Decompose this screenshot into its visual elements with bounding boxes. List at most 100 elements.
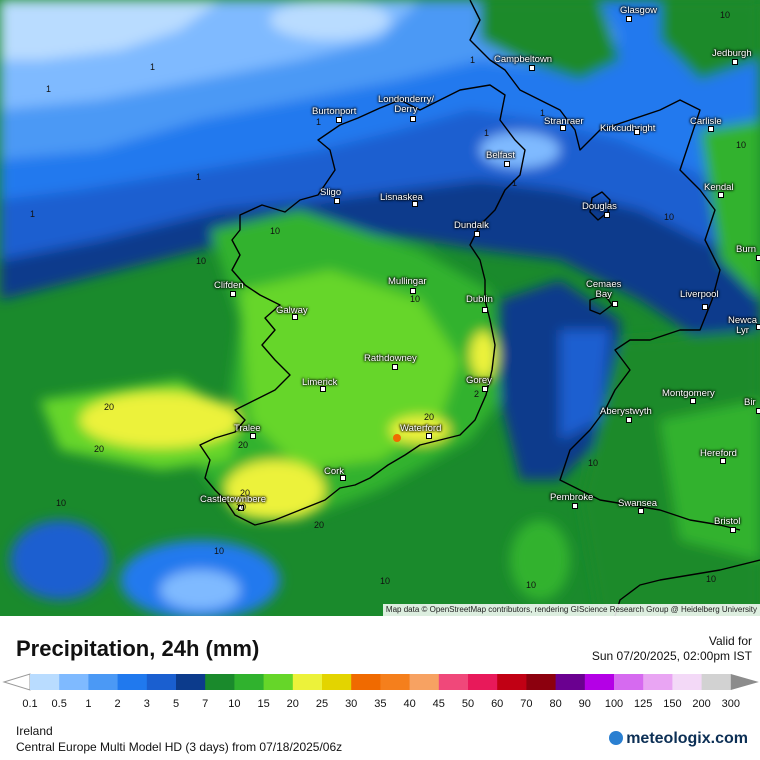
color-scale-bar [2, 673, 759, 691]
contour-value-label: 1 [470, 55, 476, 65]
brand-name: meteologix.com [626, 730, 748, 747]
contour-value-label: 20 [236, 502, 247, 512]
contour-value-label: 1 [30, 209, 36, 219]
contour-value-label: 10 [410, 294, 421, 304]
scale-tick-label: 2 [114, 698, 121, 710]
city-label: Douglas [582, 201, 617, 212]
city-label: Galway [276, 305, 308, 316]
city-marker [638, 508, 644, 514]
contour-value-label: 1 [512, 178, 518, 188]
city-label: Bristol [714, 516, 741, 527]
scale-swatch [263, 674, 294, 690]
scale-swatch [438, 674, 469, 690]
contour-value-label: 20 [238, 440, 249, 450]
scale-swatch [614, 674, 644, 690]
valid-label: Valid for [708, 634, 752, 648]
legend-panel: Precipitation, 24h (mm) Valid for Sun 07… [0, 616, 760, 760]
contour-value-label: 10 [706, 574, 717, 584]
city-label: Limerick [302, 377, 338, 388]
scale-tick-label: 100 [604, 698, 624, 710]
city-marker [504, 161, 510, 167]
contour-value-label: 10 [196, 256, 207, 266]
color-scale-ticks: 0.1 0.5 1 2 3 5 7 10 15 20 25 30 35 40 45 50 60 70 80 90 100… [0, 698, 760, 712]
scale-swatch [380, 674, 411, 690]
contour-value-label: 20 [424, 412, 435, 422]
city-marker [612, 301, 618, 307]
scale-swatch [146, 674, 177, 690]
contour-value-label: 1 [540, 108, 546, 118]
valid-time: Sun 07/20/2025, 02:00pm IST [591, 649, 752, 663]
brand-logo[interactable]: meteologix.com [609, 730, 748, 748]
scale-tick-label: 0.5 [51, 698, 67, 710]
contour-value-label: 2 [474, 389, 480, 399]
city-marker [690, 398, 696, 404]
scale-swatch [584, 674, 615, 690]
scale-tick-label: 40 [403, 698, 416, 710]
precipitation-map[interactable]: Glasgow Campbeltown Jedburgh Burtonport Lond… [0, 0, 760, 616]
city-label: Dublin [466, 294, 493, 305]
city-marker [412, 201, 418, 207]
contour-value-label: 1 [316, 117, 322, 127]
city-marker [756, 255, 760, 261]
city-label: Cemaes Bay [586, 279, 622, 300]
city-label: Pembroke [550, 492, 594, 503]
city-label: Swansea [618, 498, 658, 509]
contour-value-label: 1 [484, 128, 490, 138]
contour-value-label: 1 [196, 172, 202, 182]
city-label: Glasgow [620, 5, 657, 16]
city-marker [482, 307, 488, 313]
contour-value-label: 10 [664, 212, 675, 222]
city-label: Liverpool [680, 289, 719, 300]
contour-value-label: 20 [240, 488, 251, 498]
city-marker [560, 125, 566, 131]
city-marker [626, 417, 632, 423]
scale-tick-label: 30 [345, 698, 358, 710]
city-label: Aberystwyth [600, 406, 652, 417]
scale-tick-label: 35 [374, 698, 387, 710]
scale-swatch [292, 674, 323, 690]
map-canvas [0, 0, 760, 616]
contour-value-label: 10 [214, 546, 225, 556]
city-label: Cork [324, 466, 345, 477]
city-label: Rathdowney [364, 353, 417, 364]
city-label: Campbeltown [494, 54, 553, 65]
contour-value-label: 10 [588, 458, 599, 468]
city-marker [482, 386, 488, 392]
scale-tick-label: 25 [315, 698, 329, 710]
scale-swatch [409, 674, 440, 690]
city-label: Gorey [466, 375, 492, 386]
scale-tick-label: 5 [172, 698, 180, 710]
city-marker [334, 198, 340, 204]
scale-swatch [176, 674, 206, 690]
scale-tick-label: 150 [663, 698, 682, 710]
city-marker [732, 59, 738, 65]
scale-tick-label: 300 [721, 698, 740, 710]
city-label: Mullingar [388, 276, 427, 287]
city-label: Castletownbere [200, 494, 267, 505]
scale-tick-label: 7 [202, 698, 209, 710]
scale-tick-label: 0.1 [22, 698, 38, 710]
scale-tick-label: 15 [257, 698, 270, 710]
scale-swatch [117, 674, 148, 690]
city-marker [756, 408, 760, 414]
map-attribution[interactable]: Map data © OpenStreetMap contributors, r… [382, 604, 760, 616]
meteologix-logo-icon [609, 731, 624, 745]
city-label: Belfast [486, 150, 516, 161]
scale-swatch [526, 674, 557, 690]
city-label: Stranraer [544, 116, 584, 127]
scale-tick-label: 10 [228, 698, 241, 710]
scale-tick-label: 45 [432, 698, 445, 710]
city-marker [634, 129, 640, 135]
scale-swatch [59, 674, 89, 690]
city-marker [604, 212, 610, 218]
city-label: Sligo [320, 187, 342, 198]
city-marker [572, 503, 578, 509]
scale-swatch [30, 674, 60, 690]
contour-value-label: 10 [720, 10, 731, 20]
city-label: Bir [744, 397, 756, 408]
contour-value-label: 20 [104, 402, 115, 412]
scale-tick-label: 70 [520, 698, 533, 710]
region-name: Ireland [16, 724, 53, 738]
city-marker [756, 324, 760, 330]
contour-value-label: 10 [736, 140, 747, 150]
